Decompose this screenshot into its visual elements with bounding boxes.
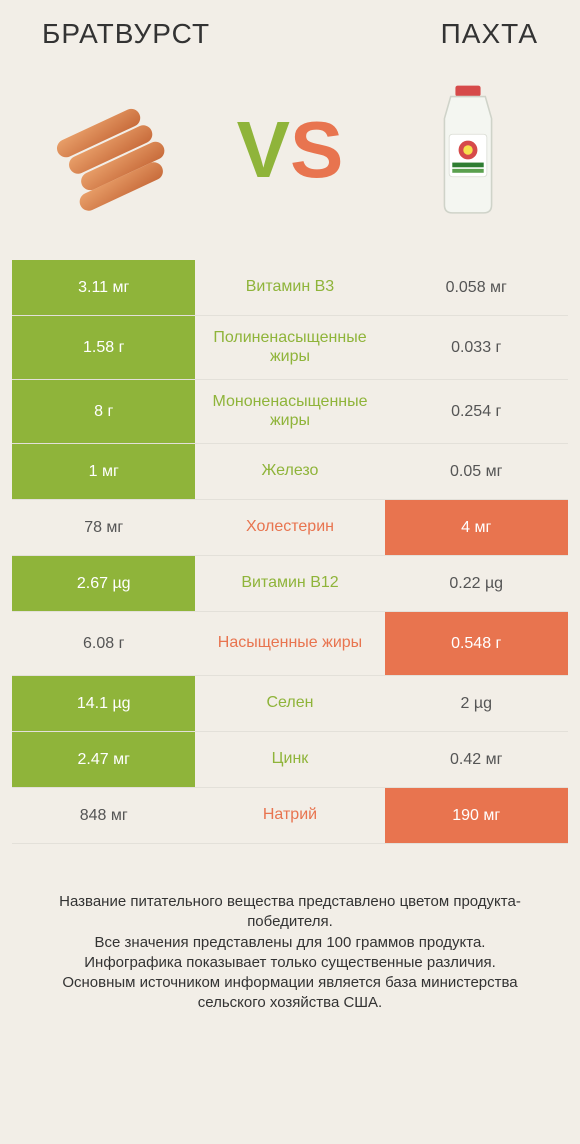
table-row: 2.47 мгЦинк0.42 мг	[12, 732, 568, 788]
header: БРАТВУРСТ ПАХТА	[12, 18, 568, 60]
table-row: 14.1 µgСелен2 µg	[12, 676, 568, 732]
nutrient-name: Цинк	[195, 732, 384, 787]
title-right: ПАХТА	[441, 18, 538, 50]
nutrition-table: 3.11 мгВитамин B30.058 мг1.58 гПолиненас…	[12, 260, 568, 844]
value-right: 2 µg	[385, 676, 568, 731]
value-left: 3.11 мг	[12, 260, 195, 315]
nutrient-name: Насыщенные жиры	[195, 612, 384, 675]
value-right: 0.05 мг	[385, 444, 568, 499]
footer-line: Инфографика показывает только существенн…	[32, 953, 548, 973]
value-right: 0.058 мг	[385, 260, 568, 315]
table-row: 2.67 µgВитамин B120.22 µg	[12, 556, 568, 612]
value-left: 1.58 г	[12, 316, 195, 379]
value-left: 78 мг	[12, 500, 195, 555]
value-left: 1 мг	[12, 444, 195, 499]
table-row: 1.58 гПолиненасыщенные жиры0.033 г	[12, 316, 568, 380]
value-left: 2.67 µg	[12, 556, 195, 611]
vs-row: VS	[12, 60, 568, 260]
table-row: 78 мгХолестерин4 мг	[12, 500, 568, 556]
footer-line: Название питательного вещества представл…	[32, 892, 548, 933]
nutrient-name: Мононенасыщенные жиры	[195, 380, 384, 443]
table-row: 848 мгНатрий190 мг	[12, 788, 568, 844]
footer-line: Основным источником информации является …	[32, 973, 548, 1014]
value-left: 14.1 µg	[12, 676, 195, 731]
footer-note: Название питательного вещества представл…	[12, 844, 568, 1014]
vs-label: VS	[237, 104, 344, 196]
value-left: 6.08 г	[12, 612, 195, 675]
nutrient-name: Холестерин	[195, 500, 384, 555]
title-left: БРАТВУРСТ	[42, 18, 210, 50]
value-left: 848 мг	[12, 788, 195, 843]
value-right: 0.548 г	[385, 612, 568, 675]
nutrient-name: Селен	[195, 676, 384, 731]
nutrient-name: Железо	[195, 444, 384, 499]
value-right: 0.42 мг	[385, 732, 568, 787]
nutrient-name: Витамин B3	[195, 260, 384, 315]
vs-v: V	[237, 104, 290, 196]
nutrient-name: Полиненасыщенные жиры	[195, 316, 384, 379]
value-right: 0.033 г	[385, 316, 568, 379]
value-right: 4 мг	[385, 500, 568, 555]
sausages-icon	[42, 80, 182, 220]
footer-line: Все значения представлены для 100 граммо…	[32, 933, 548, 953]
buttermilk-bottle-icon	[398, 80, 538, 220]
value-right: 190 мг	[385, 788, 568, 843]
nutrient-name: Натрий	[195, 788, 384, 843]
value-right: 0.254 г	[385, 380, 568, 443]
value-left: 2.47 мг	[12, 732, 195, 787]
value-right: 0.22 µg	[385, 556, 568, 611]
nutrient-name: Витамин B12	[195, 556, 384, 611]
value-left: 8 г	[12, 380, 195, 443]
table-row: 1 мгЖелезо0.05 мг	[12, 444, 568, 500]
table-row: 8 гМононенасыщенные жиры0.254 г	[12, 380, 568, 444]
table-row: 3.11 мгВитамин B30.058 мг	[12, 260, 568, 316]
table-row: 6.08 гНасыщенные жиры0.548 г	[12, 612, 568, 676]
vs-s: S	[290, 104, 343, 196]
